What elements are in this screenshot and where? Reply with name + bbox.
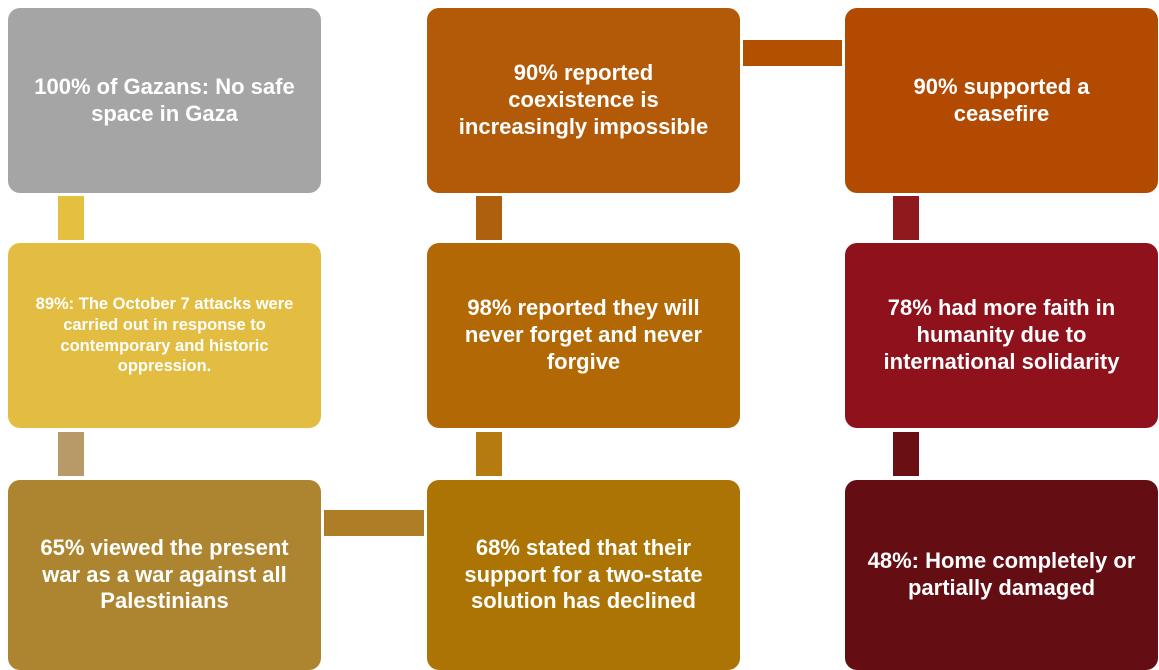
connector xyxy=(476,196,502,240)
connector xyxy=(893,196,919,240)
node: 89%: The October 7 attacks were carried … xyxy=(8,243,321,428)
node: 90% supported a ceasefire xyxy=(845,8,1158,193)
node: 68% stated that their support for a two-… xyxy=(427,480,740,670)
connector xyxy=(476,432,502,476)
node: 90% reported coexistence is increasingly… xyxy=(427,8,740,193)
node: 98% reported they will never forget and … xyxy=(427,243,740,428)
connector xyxy=(324,510,424,536)
connector xyxy=(743,40,842,66)
connector xyxy=(58,196,84,240)
node: 65% viewed the present war as a war agai… xyxy=(8,480,321,670)
connector xyxy=(58,432,84,476)
node: 48%: Home completely or partially damage… xyxy=(845,480,1158,670)
node: 100% of Gazans: No safe space in Gaza xyxy=(8,8,321,193)
node: 78% had more faith in humanity due to in… xyxy=(845,243,1158,428)
connector xyxy=(893,432,919,476)
